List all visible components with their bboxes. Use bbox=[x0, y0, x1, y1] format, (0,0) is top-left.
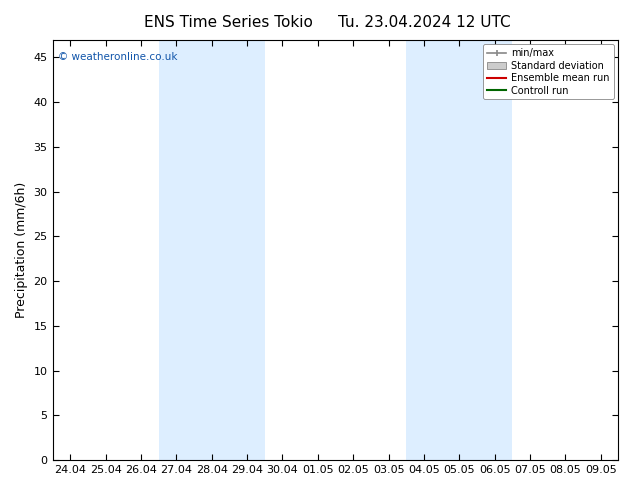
Bar bbox=[406, 40, 512, 460]
Y-axis label: Precipitation (mm/6h): Precipitation (mm/6h) bbox=[15, 182, 28, 318]
Text: Tu. 23.04.2024 12 UTC: Tu. 23.04.2024 12 UTC bbox=[339, 15, 511, 30]
Text: ENS Time Series Tokio: ENS Time Series Tokio bbox=[144, 15, 313, 30]
Legend: min/max, Standard deviation, Ensemble mean run, Controll run: min/max, Standard deviation, Ensemble me… bbox=[483, 45, 614, 99]
Text: © weatheronline.co.uk: © weatheronline.co.uk bbox=[58, 52, 178, 62]
Bar bbox=[158, 40, 265, 460]
